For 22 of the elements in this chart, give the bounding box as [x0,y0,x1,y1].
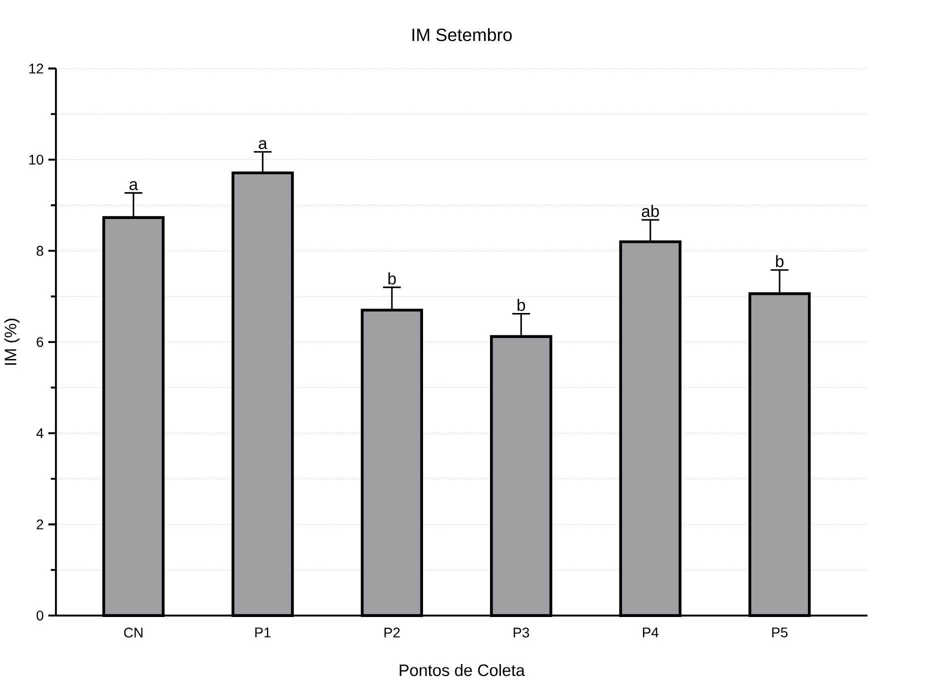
chart-title: IM Setembro [412,28,512,42]
x-tick-label: CN [124,628,142,638]
x-tick-label: P1 [255,628,271,638]
y-tick-label: 12 [29,64,44,74]
annotation: a [130,181,138,190]
annotation: a [258,140,268,150]
y-tick-label: 8 [36,246,44,256]
annotation: b [518,299,526,312]
y-tick-label: 6 [36,337,44,348]
y-axis-title: IM (%) [4,318,20,365]
y-tick-label: 0 [36,610,44,621]
y-tick-label: 2 [36,520,44,530]
x-tick-label: P5 [772,628,788,638]
x-axis-title: Pontos de Coleta [400,664,525,676]
y-tick-label: 10 [29,154,44,165]
x-tick-label: P4 [642,628,658,638]
annotation: b [388,272,396,285]
annotation: b [776,255,784,268]
x-tick-label: P2 [384,628,400,638]
annotation: ab [642,205,659,218]
y-tick-label: 4 [36,428,44,438]
x-tick-label: P3 [514,628,530,638]
